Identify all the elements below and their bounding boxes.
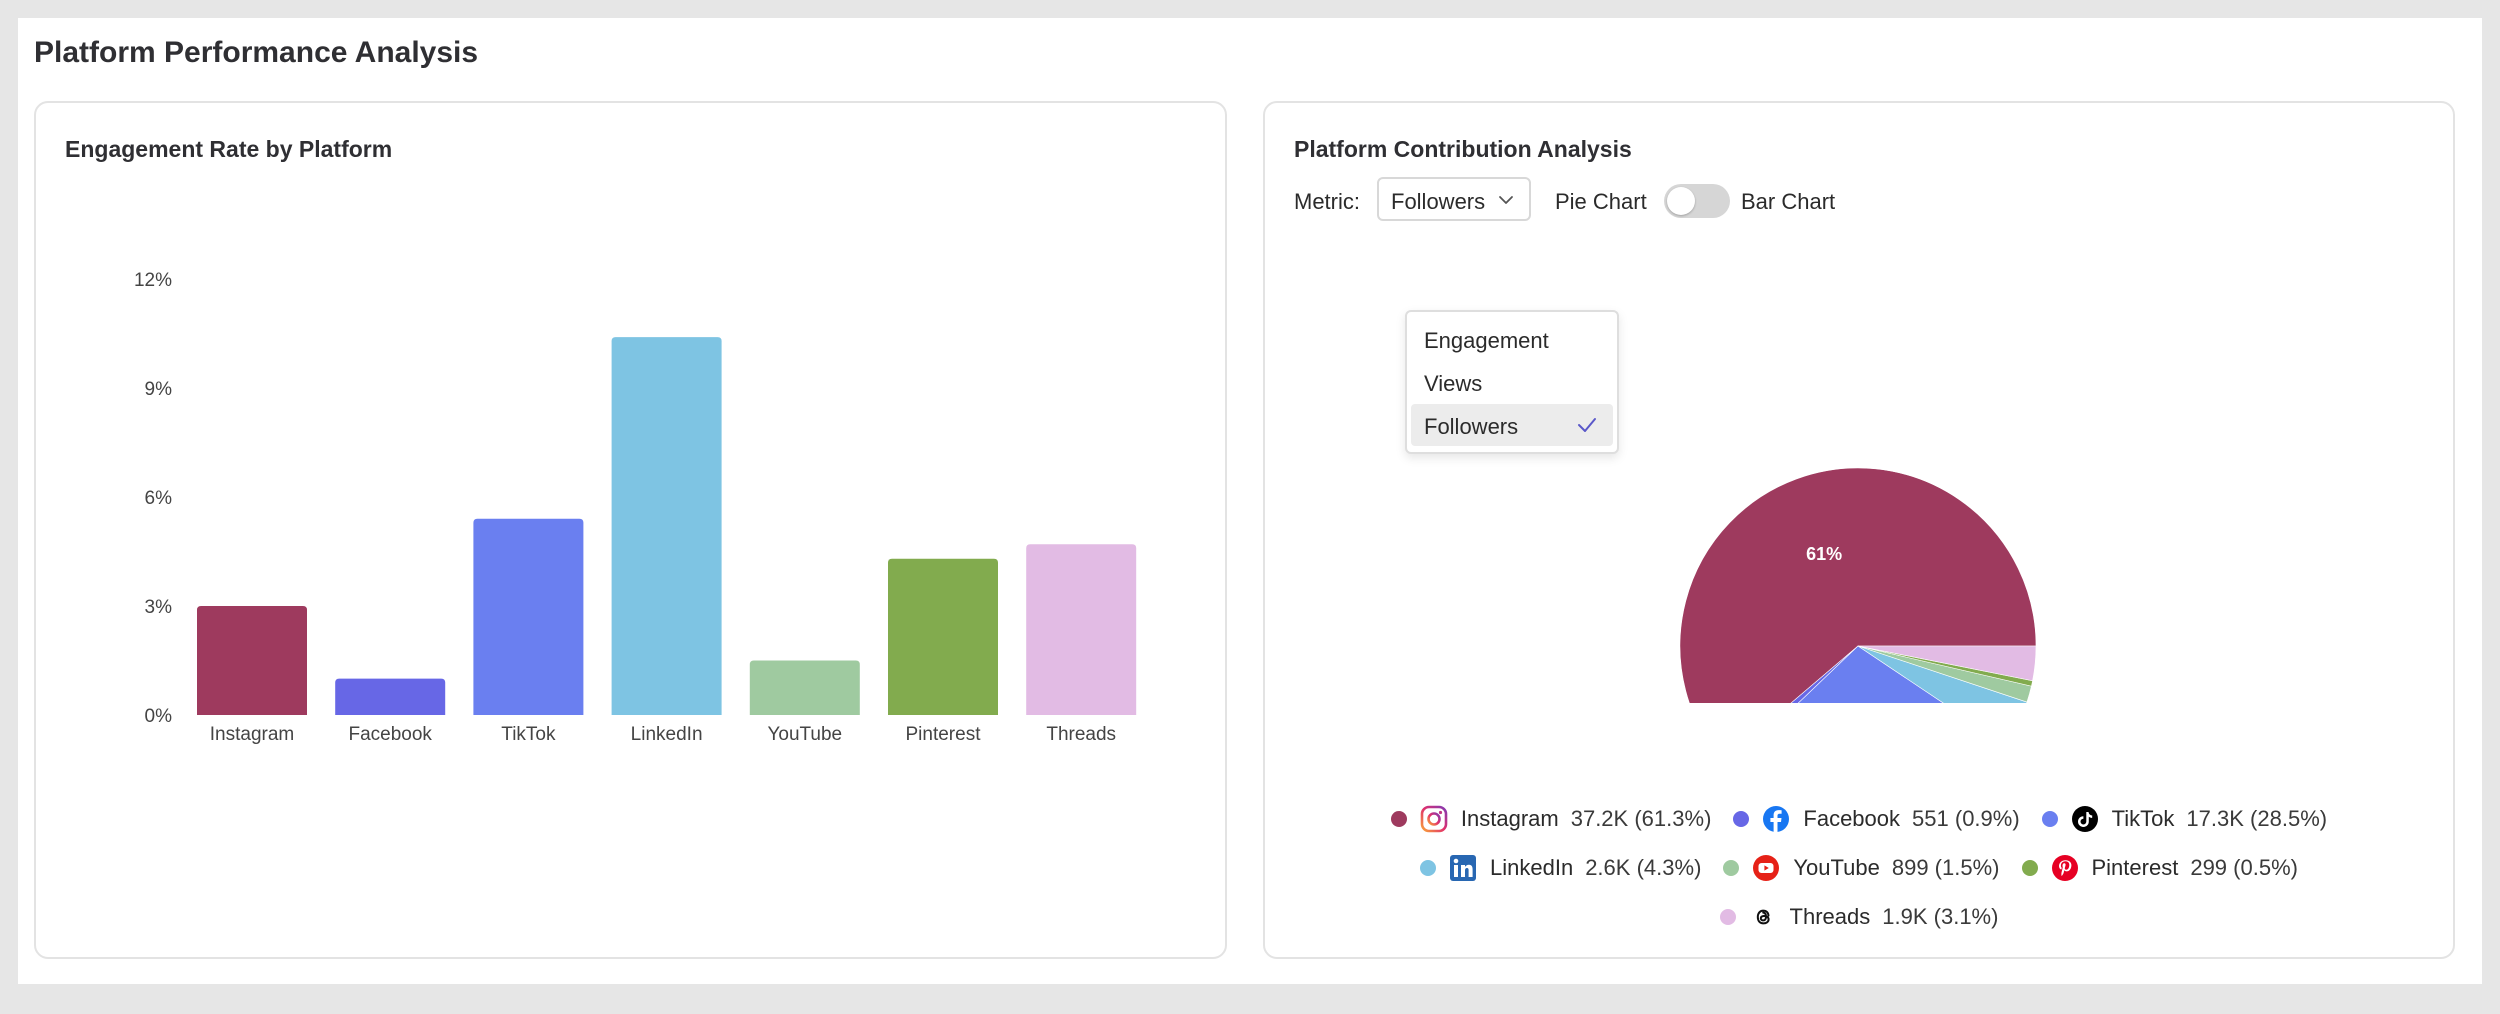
engagement-rate-card: Engagement Rate by Platform 0% 3% 6% 9% 12% I… bbox=[34, 101, 1227, 959]
contribution-chart-title: Platform Contribution Analysis bbox=[1294, 136, 1632, 162]
legend-label: YouTube bbox=[1793, 855, 1880, 880]
facebook-icon bbox=[1761, 804, 1791, 834]
bar-pinterest bbox=[888, 558, 998, 715]
contribution-pie-chart: 61%28% bbox=[1679, 467, 2037, 703]
bar-youtube bbox=[749, 660, 860, 715]
pie-slice-tiktok bbox=[1797, 645, 1944, 703]
legend-value: 1.9K (3.1%) bbox=[1882, 904, 1999, 929]
y-tick-label: 6% bbox=[145, 488, 173, 509]
bar-chart-label: Bar Chart bbox=[1741, 189, 1836, 214]
tiktok-icon bbox=[2070, 804, 2100, 834]
legend-item-threads[interactable]: Threads 1.9K (3.1%) bbox=[1719, 902, 1999, 932]
youtube-icon bbox=[1751, 853, 1781, 883]
instagram-icon bbox=[1419, 804, 1449, 834]
x-tick-label: Threads bbox=[1046, 724, 1116, 745]
legend-row: LinkedIn 2.6K (4.3%) YouTube 899 (1.5%) … bbox=[1265, 851, 2453, 885]
legend-item-tiktok[interactable]: TikTok 17.3K (28.5%) bbox=[2041, 804, 2328, 834]
legend-label: TikTok bbox=[2111, 806, 2175, 831]
metric-label: Metric: bbox=[1294, 189, 1360, 214]
bar-linkedin bbox=[611, 337, 722, 715]
dropdown-option-followers[interactable]: Followers bbox=[1411, 404, 1613, 446]
legend-dot bbox=[1420, 860, 1436, 876]
legend-label: LinkedIn bbox=[1490, 855, 1574, 880]
toggle-knob[interactable] bbox=[1667, 187, 1695, 215]
legend-dot bbox=[1733, 811, 1750, 827]
dropdown-option-label: Engagement bbox=[1424, 328, 1549, 353]
legend-item-youtube[interactable]: YouTube 899 (1.5%) bbox=[1723, 853, 2000, 883]
legend-label: Instagram bbox=[1460, 806, 1559, 831]
linkedin-icon bbox=[1448, 853, 1478, 883]
engagement-bar-chart: 0% 3% 6% 9% 12% Instagram Facebook TikTok Linked… bbox=[134, 270, 1137, 745]
chevron-down-icon bbox=[1499, 196, 1513, 204]
threads-icon bbox=[1748, 902, 1778, 932]
x-tick-label: Instagram bbox=[210, 724, 294, 745]
chart-type-toggle[interactable] bbox=[1664, 184, 1730, 218]
pie-slice-facebook bbox=[1790, 645, 1859, 703]
pie-slice-label: 61% bbox=[1806, 544, 1842, 564]
x-tick-label: YouTube bbox=[767, 724, 842, 745]
pie-slice-instagram bbox=[1679, 467, 2037, 703]
metric-select-value: Followers bbox=[1391, 189, 1486, 214]
platform-contribution-card: Platform Contribution Analysis Metric: F… bbox=[1263, 101, 2455, 959]
y-tick-label: 0% bbox=[145, 706, 173, 727]
dashboard-page: Platform Performance Analysis Engagement… bbox=[18, 18, 2482, 984]
dropdown-option-views[interactable]: Views bbox=[1411, 361, 1613, 403]
checkmark-icon bbox=[1578, 418, 1596, 432]
x-tick-label: TikTok bbox=[501, 724, 556, 745]
bar-facebook bbox=[335, 678, 446, 715]
legend-label: Facebook bbox=[1803, 806, 1901, 831]
legend-item-instagram[interactable]: Instagram 37.2K (61.3%) bbox=[1390, 804, 1712, 834]
y-tick-label: 12% bbox=[134, 270, 172, 291]
dropdown-option-label: Views bbox=[1424, 371, 1483, 396]
legend-value: 551 (0.9%) bbox=[1912, 806, 2020, 831]
legend-label: Threads bbox=[1789, 904, 1871, 929]
y-tick-label: 3% bbox=[145, 597, 173, 618]
pie-slice-threads bbox=[1857, 645, 2037, 682]
legend-dot bbox=[2021, 860, 2038, 876]
legend-dot bbox=[1719, 909, 1736, 925]
metric-select[interactable]: Followers bbox=[1377, 177, 1531, 221]
legend-label: Pinterest bbox=[2091, 855, 2179, 880]
bar-tiktok bbox=[473, 518, 584, 715]
dropdown-option-label: Followers bbox=[1424, 414, 1519, 439]
page-title: Platform Performance Analysis bbox=[34, 36, 479, 69]
legend-row: Threads 1.9K (3.1%) bbox=[1265, 900, 2453, 934]
legend-value: 299 (0.5%) bbox=[2190, 855, 2298, 880]
y-tick-label: 9% bbox=[145, 379, 173, 400]
x-tick-label: LinkedIn bbox=[631, 724, 703, 745]
pinterest-icon bbox=[2050, 853, 2080, 883]
bar-instagram bbox=[197, 606, 307, 715]
pie-chart-label: Pie Chart bbox=[1555, 189, 1647, 214]
x-tick-label: Facebook bbox=[348, 724, 432, 745]
x-tick-label: Pinterest bbox=[906, 724, 982, 745]
legend-dot bbox=[1390, 811, 1407, 827]
legend-value: 37.2K (61.3%) bbox=[1570, 806, 1712, 831]
legend-dot bbox=[1723, 860, 1740, 876]
legend-value: 17.3K (28.5%) bbox=[2186, 806, 2328, 831]
legend-item-pinterest[interactable]: Pinterest 299 (0.5%) bbox=[2021, 853, 2298, 883]
legend-row: Instagram 37.2K (61.3%) Facebook 551 (0.… bbox=[1265, 802, 2453, 836]
legend-value: 899 (1.5%) bbox=[1891, 855, 2000, 880]
dropdown-option-engagement[interactable]: Engagement bbox=[1411, 318, 1613, 360]
legend-dot bbox=[2041, 811, 2058, 827]
metric-dropdown-menu: Engagement Views Followers bbox=[1405, 310, 1619, 454]
legend-item-linkedin[interactable]: LinkedIn 2.6K (4.3%) bbox=[1420, 853, 1701, 883]
engagement-chart-title: Engagement Rate by Platform bbox=[65, 136, 393, 162]
bar-threads bbox=[1026, 544, 1137, 715]
legend-item-facebook[interactable]: Facebook 551 (0.9%) bbox=[1733, 804, 2020, 834]
legend-value: 2.6K (4.3%) bbox=[1585, 855, 1702, 880]
